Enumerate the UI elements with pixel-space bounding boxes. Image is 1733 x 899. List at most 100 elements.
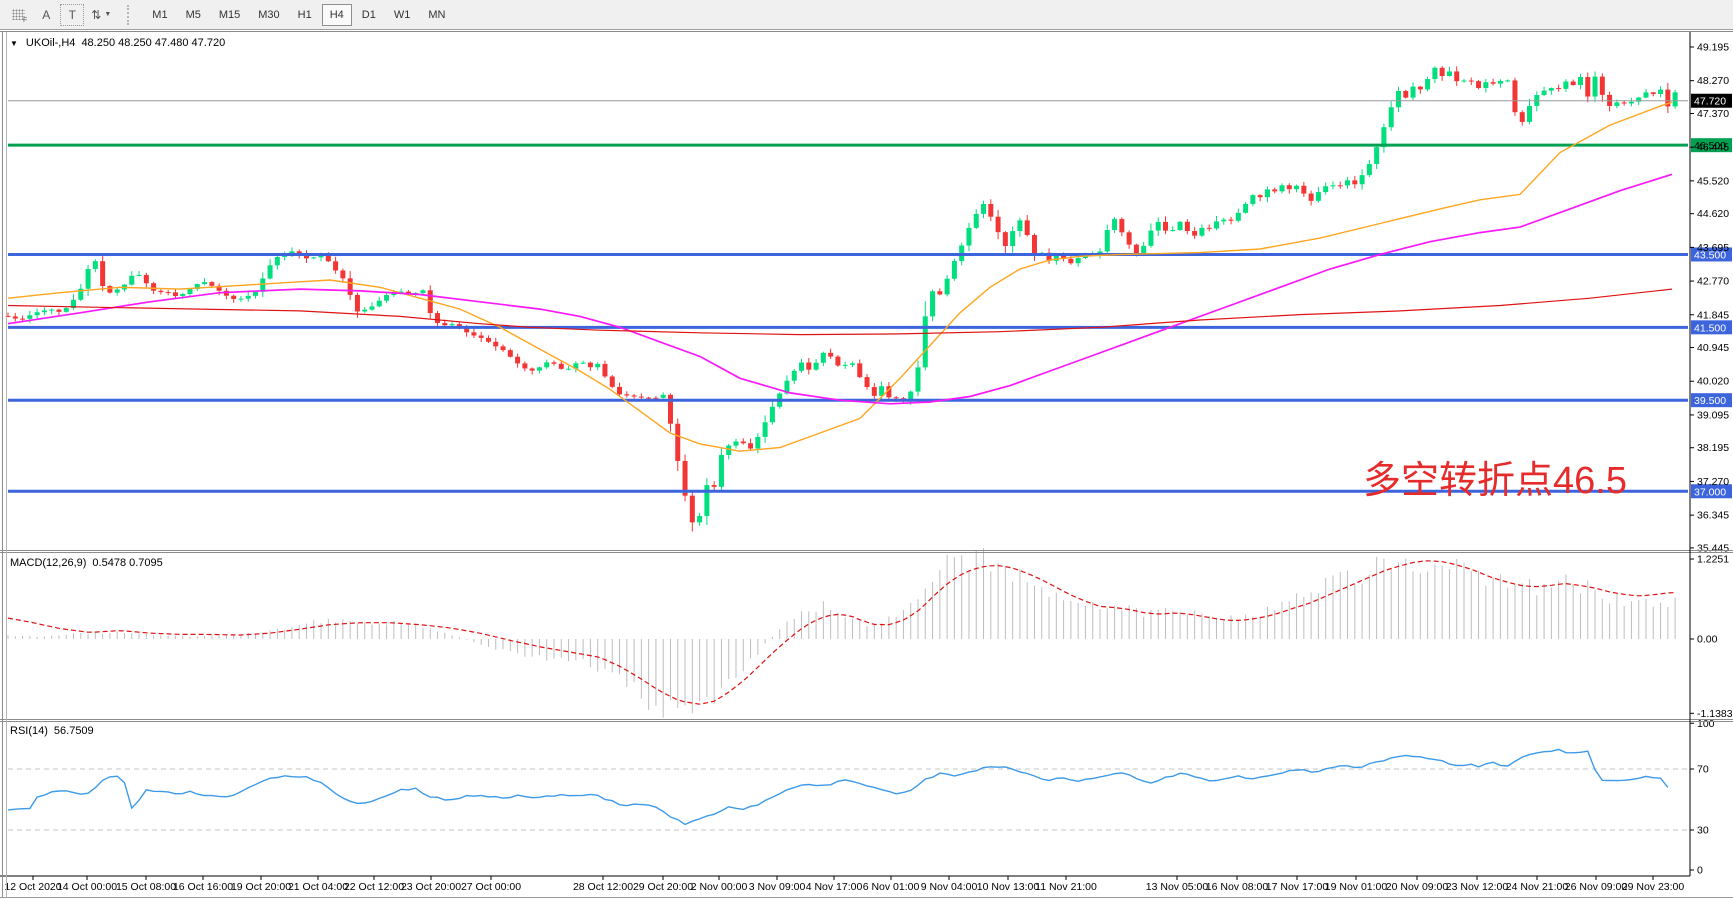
grid-f-button[interactable]: F: [7, 4, 32, 26]
svg-text:9 Nov 04:00: 9 Nov 04:00: [921, 881, 978, 893]
svg-text:26 Nov 09:00: 26 Nov 09:00: [1565, 881, 1628, 893]
ohlc-values: 48.250 48.250 47.480 47.720: [81, 37, 226, 49]
svg-text:38.195: 38.195: [1697, 442, 1729, 454]
text-box-icon: T: [68, 7, 76, 22]
svg-text:27 Oct 00:00: 27 Oct 00:00: [461, 881, 521, 893]
svg-text:15 Oct 08:00: 15 Oct 08:00: [116, 881, 176, 893]
timeframe-button-M30[interactable]: M30: [250, 4, 287, 26]
text-box-button[interactable]: T: [60, 3, 85, 26]
timeframe-buttons: M1 M5 M15 M30 H1 H4 D1 W1 MN: [143, 3, 454, 26]
rsi-line: [7, 748, 1669, 826]
svg-text:35.445: 35.445: [1697, 542, 1729, 554]
svg-text:36.345: 36.345: [1697, 510, 1729, 522]
svg-text:22 Oct 12:00: 22 Oct 12:00: [344, 881, 404, 893]
svg-text:24 Nov 21:00: 24 Nov 21:00: [1506, 881, 1569, 893]
svg-text:46.500: 46.500: [1694, 140, 1726, 152]
macd-pane: [7, 547, 1676, 718]
symbol-period: UKOil-,H4: [25, 37, 76, 49]
svg-text:41.500: 41.500: [1694, 322, 1726, 334]
ma-fast-orange: [7, 101, 1673, 452]
cycle-arrows-icon: ⇅: [91, 7, 102, 22]
symbol-dropdown-icon[interactable]: ▼: [10, 38, 18, 48]
price-axis[interactable]: 49.195 48.270 47.370 46.445 45.520 44.620 43.6…: [1690, 42, 1733, 877]
svg-text:48.270: 48.270: [1697, 75, 1729, 87]
svg-text:21 Oct 04:00: 21 Oct 04:00: [288, 881, 348, 893]
svg-text:40.020: 40.020: [1697, 376, 1729, 388]
macd-label: MACD(12,26,9) 0.5478 0.7095: [10, 557, 163, 569]
svg-text:44.620: 44.620: [1697, 208, 1729, 220]
annotation-text: 多空转折点46.5: [1363, 460, 1627, 502]
timeframe-button-M5[interactable]: M5: [178, 4, 209, 26]
svg-text:0.00: 0.00: [1697, 634, 1718, 646]
timeframe-button-H4[interactable]: H4: [321, 3, 352, 26]
svg-text:10 Nov 13:00: 10 Nov 13:00: [977, 881, 1040, 893]
svg-text:2 Nov 00:00: 2 Nov 00:00: [691, 881, 748, 893]
grid-icon: [12, 9, 25, 20]
ma-mid-magenta: [7, 173, 1673, 405]
symbol-ohlc-label: ▼ UKOil-,H4 48.250 48.250 47.480 47.720: [10, 37, 225, 49]
svg-text:16 Nov 08:00: 16 Nov 08:00: [1206, 881, 1269, 893]
svg-text:12 Oct 2020: 12 Oct 2020: [4, 881, 61, 893]
svg-text:23 Oct 20:00: 23 Oct 20:00: [401, 881, 461, 893]
svg-text:43.695: 43.695: [1697, 242, 1729, 254]
svg-text:1.2251: 1.2251: [1697, 554, 1729, 566]
svg-text:39.095: 39.095: [1697, 409, 1729, 421]
rsi-name: RSI(14): [10, 725, 48, 737]
chart-canvas[interactable]: 47.72046.50043.50041.50039.50037.00049.1…: [0, 32, 1733, 899]
svg-text:23 Nov 12:00: 23 Nov 12:00: [1446, 881, 1509, 893]
rsi-pane: [7, 748, 1688, 831]
svg-text:42.770: 42.770: [1697, 276, 1729, 288]
svg-text:41.845: 41.845: [1697, 309, 1729, 321]
timeframe-button-M1[interactable]: M1: [144, 4, 175, 26]
svg-text:45.520: 45.520: [1697, 175, 1729, 187]
text-label-icon: A: [42, 7, 51, 22]
moving-averages: [7, 101, 1673, 452]
svg-text:47.720: 47.720: [1694, 96, 1726, 108]
svg-text:20 Nov 09:00: 20 Nov 09:00: [1386, 881, 1449, 893]
macd-values: 0.5478 0.7095: [92, 557, 163, 569]
timeframe-button-W1[interactable]: W1: [386, 4, 419, 26]
text-label-button[interactable]: A: [34, 4, 58, 26]
svg-text:29 Nov 23:00: 29 Nov 23:00: [1622, 881, 1685, 893]
rsi-label: RSI(14) 56.7509: [10, 725, 94, 737]
dropdown-caret-icon: ▼: [104, 11, 112, 18]
ma-slow-red: [7, 288, 1673, 336]
grid-f-label: F: [23, 16, 28, 24]
svg-text:11 Nov 21:00: 11 Nov 21:00: [1035, 881, 1097, 893]
svg-text:30: 30: [1697, 825, 1709, 837]
svg-text:37.270: 37.270: [1697, 476, 1729, 488]
svg-text:28 Oct 12:00: 28 Oct 12:00: [573, 881, 633, 893]
toolbar: F A T ⇅ ▼ M1 M5 M15 M30 H1 H4 D1 W1 MN: [0, 0, 1733, 30]
svg-text:3 Nov 09:00: 3 Nov 09:00: [749, 881, 806, 893]
svg-text:14 Oct 00:00: 14 Oct 00:00: [57, 881, 117, 893]
svg-text:37.000: 37.000: [1694, 486, 1726, 498]
rsi-value: 56.7509: [53, 725, 94, 737]
timeframe-button-H1[interactable]: H1: [290, 4, 320, 26]
svg-text:17 Nov 17:00: 17 Nov 17:00: [1266, 881, 1329, 893]
svg-text:70: 70: [1697, 764, 1709, 776]
svg-text:29 Oct 20:00: 29 Oct 20:00: [633, 881, 693, 893]
toolbar-grip[interactable]: [127, 4, 137, 25]
svg-text:47.370: 47.370: [1697, 108, 1729, 120]
chart-window: 47.720 46.500 43.500 41.500 39.500 37.000 49.1…: [0, 31, 1733, 898]
svg-text:49.195: 49.195: [1697, 42, 1729, 54]
svg-text:4 Nov 17:00: 4 Nov 17:00: [806, 881, 863, 893]
timeframe-button-D1[interactable]: D1: [354, 4, 384, 26]
horizontal-lines[interactable]: 47.720 46.500 43.500 41.500 39.500 37.000: [8, 93, 1732, 499]
svg-text:0: 0: [1697, 865, 1703, 877]
svg-text:100: 100: [1697, 718, 1715, 730]
svg-text:16 Oct 16:00: 16 Oct 16:00: [173, 881, 233, 893]
svg-text:39.500: 39.500: [1694, 395, 1726, 407]
svg-text:46.445: 46.445: [1697, 142, 1729, 154]
svg-text:6 Nov 01:00: 6 Nov 01:00: [863, 881, 920, 893]
svg-text:13 Nov 05:00: 13 Nov 05:00: [1146, 881, 1209, 893]
svg-text:19 Nov 01:00: 19 Nov 01:00: [1325, 881, 1388, 893]
svg-text:-1.1383: -1.1383: [1697, 708, 1733, 720]
timeframe-button-MN[interactable]: MN: [420, 4, 453, 26]
cycle-arrows-button[interactable]: ⇅ ▼: [86, 4, 116, 26]
timeframe-button-M15[interactable]: M15: [211, 4, 248, 26]
svg-text:43.500: 43.500: [1694, 249, 1726, 261]
macd-signal-line: [7, 560, 1676, 705]
macd-name: MACD(12,26,9): [10, 557, 87, 569]
